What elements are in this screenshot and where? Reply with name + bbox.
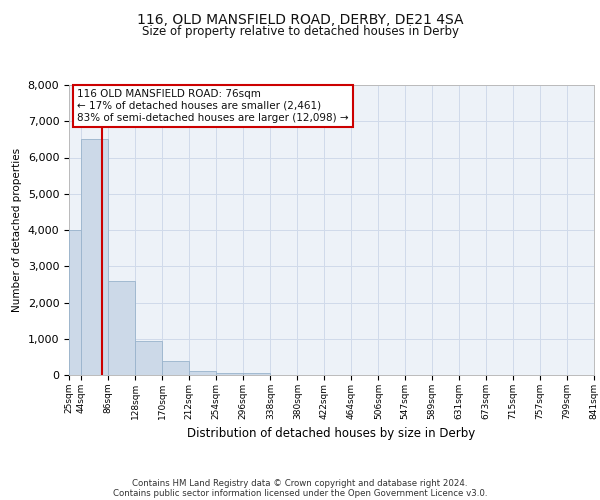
- Text: Contains public sector information licensed under the Open Government Licence v3: Contains public sector information licen…: [113, 488, 487, 498]
- Bar: [135, 340, 162, 375]
- Bar: [108, 281, 135, 375]
- Bar: [244, 373, 271, 375]
- Bar: [69, 230, 81, 375]
- Text: Contains HM Land Registry data © Crown copyright and database right 2024.: Contains HM Land Registry data © Crown c…: [132, 478, 468, 488]
- Text: 116, OLD MANSFIELD ROAD, DERBY, DE21 4SA: 116, OLD MANSFIELD ROAD, DERBY, DE21 4SA: [137, 12, 463, 26]
- Bar: [162, 361, 190, 375]
- Bar: [81, 140, 108, 375]
- Y-axis label: Number of detached properties: Number of detached properties: [12, 148, 22, 312]
- Text: Size of property relative to detached houses in Derby: Size of property relative to detached ho…: [142, 25, 458, 38]
- Text: 116 OLD MANSFIELD ROAD: 76sqm
← 17% of detached houses are smaller (2,461)
83% o: 116 OLD MANSFIELD ROAD: 76sqm ← 17% of d…: [77, 90, 349, 122]
- X-axis label: Distribution of detached houses by size in Derby: Distribution of detached houses by size …: [187, 428, 476, 440]
- Bar: [217, 373, 244, 375]
- Bar: [190, 370, 217, 375]
